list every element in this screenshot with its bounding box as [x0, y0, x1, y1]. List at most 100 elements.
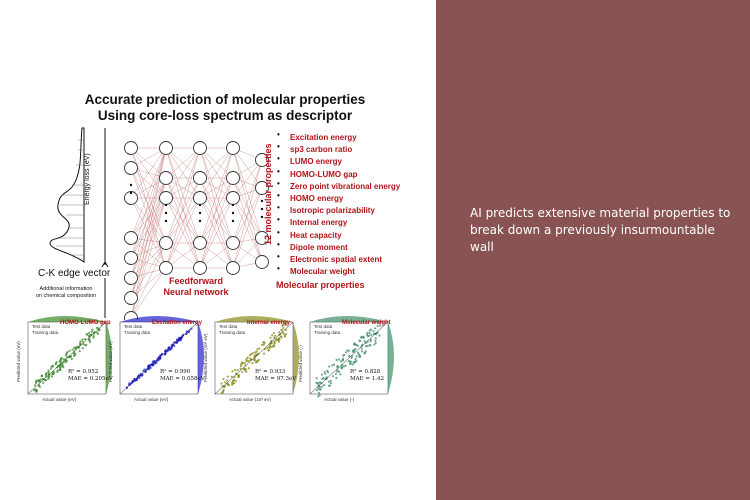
scatter-point — [363, 340, 366, 343]
twelve-properties-label: 12 molecular properties — [263, 143, 273, 245]
network-link — [232, 187, 263, 244]
ellipsis-dot — [164, 211, 168, 215]
network-node — [124, 271, 138, 285]
legend-train: Training data — [219, 330, 246, 335]
scatter-point — [253, 354, 256, 357]
scatter-point — [372, 330, 375, 333]
scatter-point — [363, 351, 366, 354]
scatter-point — [267, 349, 270, 352]
scatter-point — [339, 360, 343, 363]
property-bullet: • — [277, 227, 280, 237]
scatter-point — [271, 345, 274, 348]
scatter-point — [164, 351, 167, 354]
scatter-point — [60, 356, 63, 360]
scatter-point — [379, 324, 382, 327]
scatter-point — [220, 382, 223, 385]
right-histogram — [293, 322, 299, 394]
network-link — [232, 147, 263, 189]
plot-r2: R² = 0.990 — [160, 369, 191, 375]
scatter-point — [342, 354, 345, 357]
property-bullet: • — [277, 203, 280, 213]
scatter-point — [366, 331, 369, 335]
scatter-point — [354, 347, 357, 351]
scatter-point — [324, 372, 327, 375]
scatter-point — [87, 331, 91, 335]
scatter-point — [315, 381, 318, 384]
scatter-point — [147, 367, 151, 371]
scatter-point — [248, 354, 252, 357]
plot-ylabel: Predicted value (eV) — [16, 341, 21, 382]
scatter-point — [340, 363, 344, 367]
network-link — [165, 147, 201, 244]
scatter-point — [277, 331, 281, 334]
scatter-point — [317, 387, 320, 391]
network-node — [159, 171, 173, 185]
ck-edge-label: C-K edge vector — [38, 268, 111, 279]
network-link — [130, 177, 167, 259]
scatter-point — [179, 338, 182, 342]
scatter-point — [335, 376, 338, 380]
scatter-point — [369, 338, 372, 341]
ellipsis-dot — [198, 219, 202, 223]
scatter-point — [33, 389, 36, 392]
top-histogram — [310, 316, 388, 322]
scatter-point — [233, 368, 237, 372]
scatter-point — [349, 360, 352, 363]
scatter-plot — [27, 316, 112, 395]
scatter-point — [92, 331, 96, 334]
scatter-point — [275, 337, 278, 341]
scatter-point — [285, 333, 288, 336]
scatter-point — [340, 366, 343, 369]
scatter-point — [283, 335, 287, 338]
scatter-point — [222, 377, 225, 381]
scatter-point — [362, 335, 365, 338]
scatter-point — [357, 351, 360, 354]
scatter-point — [329, 382, 333, 385]
figure-panel: Accurate prediction of molecular propert… — [16, 92, 401, 402]
scatter-point — [337, 358, 341, 361]
network-node — [124, 291, 138, 305]
plot-title: Molecular weight — [342, 320, 391, 326]
network-link — [130, 242, 167, 319]
scatter-point — [47, 377, 50, 381]
scatter-point — [81, 347, 84, 350]
molecular-properties-label: Molecular properties — [276, 280, 365, 290]
scatter-point — [88, 338, 91, 342]
scatter-point — [339, 373, 342, 376]
network-node — [255, 231, 269, 245]
network-node — [193, 171, 207, 185]
network-link — [130, 147, 167, 299]
scatter-point — [39, 378, 43, 381]
property-item: Heat capacity — [290, 230, 342, 240]
scatter-point — [366, 335, 370, 338]
scatter-point — [91, 328, 94, 331]
scatter-point — [62, 358, 65, 361]
scatter-point — [85, 333, 88, 336]
scatter-point — [239, 365, 243, 368]
legend-train: Training data — [314, 330, 341, 335]
scatter-point — [243, 367, 246, 370]
ellipsis-dot — [164, 219, 168, 223]
scatter-point — [329, 379, 332, 382]
network-link — [199, 177, 234, 244]
scatter-point — [241, 370, 244, 374]
scatter-point — [144, 369, 148, 372]
ellipsis-dot — [198, 211, 202, 215]
scatter-point — [58, 368, 61, 372]
scatter-point — [170, 347, 173, 350]
additional-info-line1: Additional information — [39, 286, 93, 292]
additional-info-line2: on chemical composition — [35, 293, 97, 299]
ellipsis-dot — [129, 191, 133, 195]
network-link — [232, 177, 263, 263]
property-bullet: • — [277, 154, 280, 164]
ellipsis-dot — [231, 219, 235, 223]
scatter-point — [277, 340, 281, 343]
scatter-point — [68, 349, 71, 353]
spectrum-hatch — [56, 139, 84, 256]
network-node — [124, 251, 138, 265]
identity-line — [27, 321, 107, 395]
network-node — [193, 141, 207, 155]
plot-title: HOMO-LUMO gap — [60, 320, 111, 326]
scatter-point — [359, 340, 362, 343]
scatter-point — [42, 381, 45, 384]
